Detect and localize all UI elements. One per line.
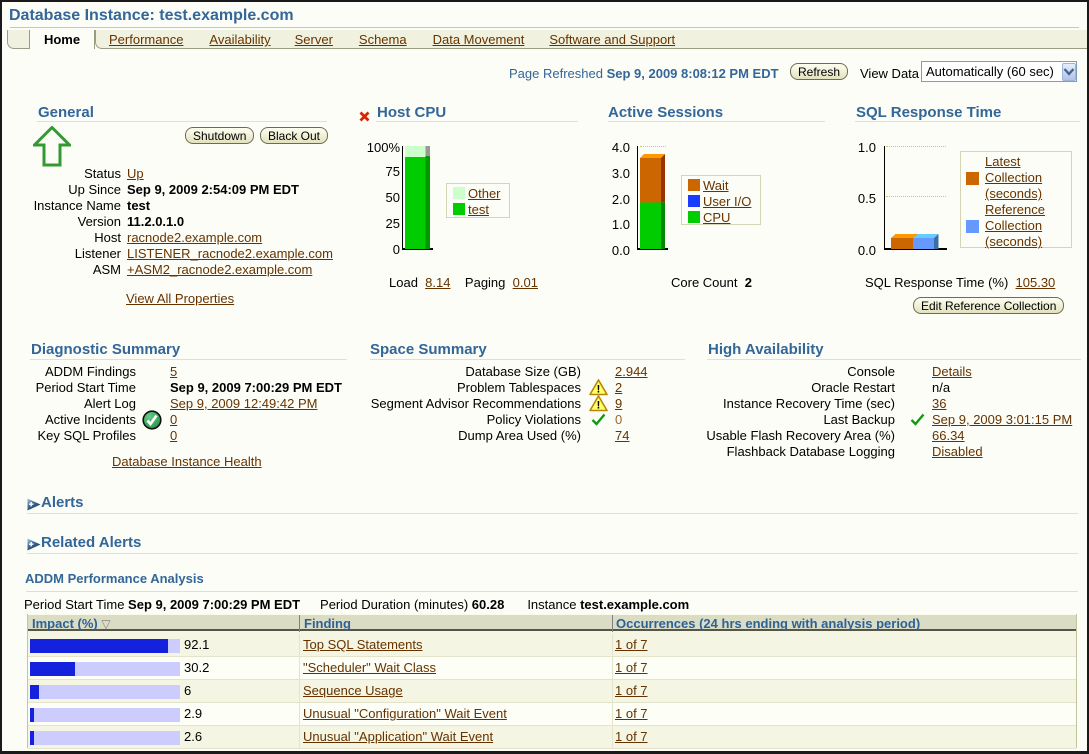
svg-text:!: ! [597, 400, 601, 412]
svg-text:!: ! [597, 384, 601, 396]
